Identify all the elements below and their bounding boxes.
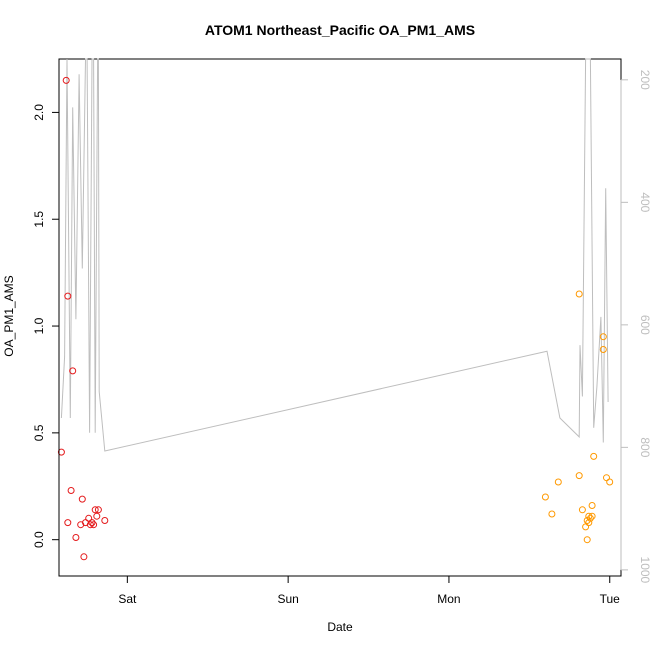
y-tick-label: 0.0 xyxy=(32,531,46,548)
data-point xyxy=(588,502,596,509)
right-y-tick-label: 200 xyxy=(638,70,650,90)
y-axis-label: OA_PM1_AMS xyxy=(2,275,16,356)
data-point xyxy=(57,448,65,456)
y-tick-label: 0.5 xyxy=(32,424,46,441)
y-axis: 0.0 0.5 1.0 1.5 2.0 xyxy=(32,104,60,548)
data-point xyxy=(583,517,591,524)
data-point xyxy=(578,506,586,514)
data-point xyxy=(78,495,86,503)
data-point xyxy=(599,346,607,353)
x-tick-label: Tue xyxy=(600,592,621,606)
data-point xyxy=(583,536,591,544)
data-point xyxy=(575,472,583,480)
data-point xyxy=(606,478,614,486)
right-y-tick-label: 400 xyxy=(638,192,650,212)
right-y-tick-label: 600 xyxy=(638,315,650,335)
data-point xyxy=(64,292,72,300)
data-point xyxy=(599,333,607,341)
y-tick-label: 1.0 xyxy=(32,317,46,334)
data-point xyxy=(94,506,102,514)
x-tick-label: Sat xyxy=(118,592,137,606)
data-point xyxy=(86,521,94,529)
data-point xyxy=(88,519,96,527)
right-y-axis: 200 400 600 800 1000 xyxy=(620,70,650,584)
data-point xyxy=(91,506,99,514)
points-layer xyxy=(57,76,614,561)
data-point xyxy=(541,493,549,501)
data-point xyxy=(590,452,598,460)
data-point xyxy=(80,553,88,561)
data-point xyxy=(67,487,75,494)
data-point xyxy=(575,290,583,298)
x-tick-label: Mon xyxy=(437,592,460,606)
x-axis: Sat Sun Mon Tue xyxy=(118,575,621,606)
data-point xyxy=(85,514,93,522)
data-point xyxy=(72,534,80,541)
x-axis-label: Date xyxy=(327,620,353,634)
right-y-tick-label: 800 xyxy=(638,437,650,457)
data-point xyxy=(64,519,72,527)
y-tick-label: 2.0 xyxy=(32,104,46,121)
data-point xyxy=(101,517,109,524)
x-tick-label: Sun xyxy=(277,592,298,606)
right-y-tick-label: 1000 xyxy=(638,557,650,584)
data-point xyxy=(93,512,101,520)
data-point xyxy=(69,367,77,375)
chart-title: ATOM1 Northeast_Pacific OA_PM1_AMS xyxy=(205,22,475,38)
data-point xyxy=(548,510,556,518)
line-series-0 xyxy=(60,58,609,452)
data-point xyxy=(90,521,98,529)
data-point xyxy=(554,478,562,486)
data-point xyxy=(588,512,596,520)
right-axis-line-series xyxy=(60,58,609,452)
y-tick-label: 1.5 xyxy=(32,211,46,228)
data-point xyxy=(582,523,590,531)
data-point xyxy=(62,76,70,84)
